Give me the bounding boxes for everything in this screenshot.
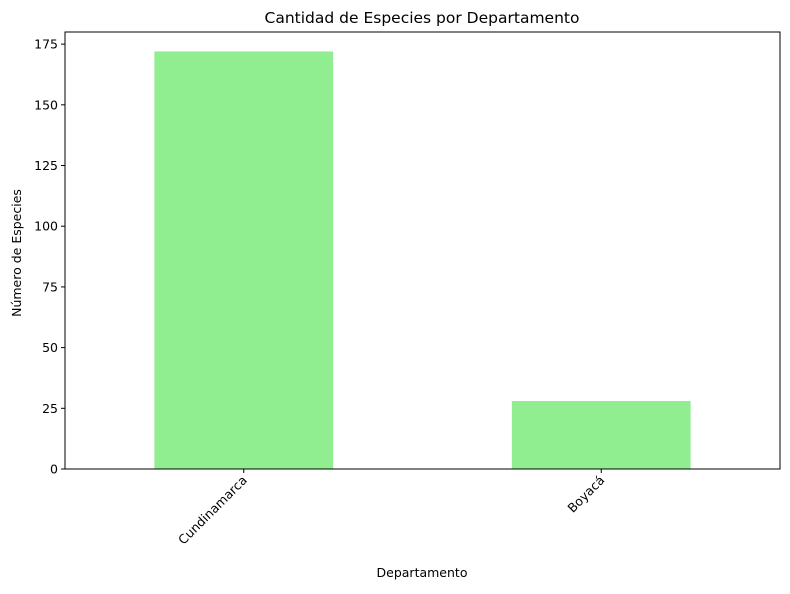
y-tick-label: 75 [42, 279, 58, 294]
chart-title: Cantidad de Especies por Departamento [265, 9, 580, 27]
y-axis-ticks: 0 25 50 75 100 125 150 175 [34, 37, 65, 477]
y-tick-label: 50 [42, 340, 58, 355]
bar-0 [154, 51, 334, 470]
y-tick-label: 150 [34, 97, 58, 112]
y-tick-label: 125 [34, 158, 58, 173]
bar-1 [511, 401, 691, 469]
y-axis-label: Número de Especies [9, 189, 24, 317]
y-tick-label: 100 [34, 219, 58, 234]
y-tick-label: 0 [50, 462, 58, 477]
bars-group [154, 51, 691, 470]
y-tick-label: 175 [34, 37, 58, 52]
plot-area-frame [64, 31, 781, 470]
x-axis-label: Departamento [377, 565, 468, 580]
y-tick-label: 25 [42, 401, 58, 416]
